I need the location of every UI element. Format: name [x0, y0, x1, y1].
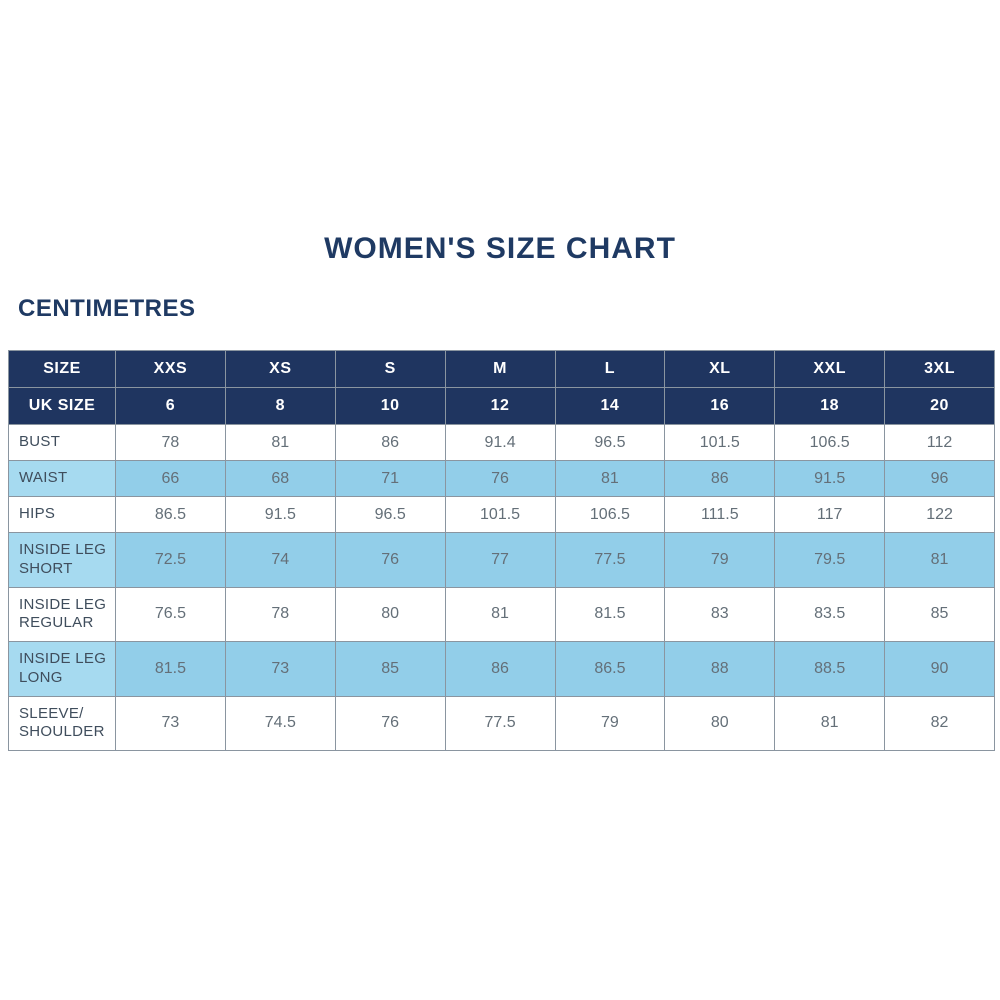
value-cell: 76 — [334, 695, 446, 751]
value-cell: 73 — [224, 641, 336, 697]
value-cell: 77.5 — [444, 695, 556, 751]
row-label: HIPS — [8, 496, 116, 533]
table-row: HIPS 86.5 91.5 96.5 101.5 106.5 111.5 117 122 — [8, 496, 995, 533]
value-cell: 83.5 — [774, 586, 886, 642]
size-chart-table: SIZE XXS XS S M L XL XXL 3XL UK SIZE 6 8 10 12 14 16 18… — [8, 350, 995, 751]
row-label: INSIDE LEG SHORT — [8, 532, 116, 588]
uk-size-cell: 10 — [334, 387, 446, 425]
size-header-cell: XL — [664, 350, 776, 388]
uk-size-cell: 6 — [115, 387, 226, 425]
size-header-row: SIZE XXS XS S M L XL XXL 3XL — [8, 350, 995, 388]
value-cell: 96.5 — [554, 424, 666, 461]
value-cell: 96.5 — [334, 496, 446, 533]
value-cell: 76 — [334, 532, 446, 588]
value-cell: 81 — [774, 695, 886, 751]
value-cell: 81 — [554, 460, 666, 497]
value-cell: 90 — [884, 641, 995, 697]
value-cell: 106.5 — [774, 424, 886, 461]
value-cell: 76 — [444, 460, 556, 497]
value-cell: 91.4 — [444, 424, 556, 461]
value-cell: 96 — [884, 460, 995, 497]
size-header-cell: M — [444, 350, 556, 388]
value-cell: 83 — [664, 586, 776, 642]
value-cell: 88.5 — [774, 641, 886, 697]
table-row: SLEEVE/ SHOULDER 73 74.5 76 77.5 79 80 81 82 — [8, 695, 995, 751]
value-cell: 78 — [115, 424, 226, 461]
size-header-label: SIZE — [8, 350, 116, 388]
row-label: INSIDE LEG REGULAR — [8, 586, 116, 642]
table-header: SIZE XXS XS S M L XL XXL 3XL UK SIZE 6 8 10 12 14 16 18… — [8, 350, 995, 425]
value-cell: 101.5 — [664, 424, 776, 461]
uk-size-cell: 16 — [664, 387, 776, 425]
value-cell: 66 — [115, 460, 226, 497]
value-cell: 68 — [224, 460, 336, 497]
value-cell: 101.5 — [444, 496, 556, 533]
table-row: INSIDE LEG SHORT 72.5 74 76 77 77.5 79 79.5 81 — [8, 532, 995, 588]
size-header-cell: XXL — [774, 350, 886, 388]
uk-size-cell: 20 — [884, 387, 995, 425]
page-title: WOMEN'S SIZE CHART — [324, 232, 676, 265]
value-cell: 77.5 — [554, 532, 666, 588]
value-cell: 86 — [664, 460, 776, 497]
value-cell: 71 — [334, 460, 446, 497]
value-cell: 81.5 — [115, 641, 226, 697]
value-cell: 74.5 — [224, 695, 336, 751]
value-cell: 112 — [884, 424, 995, 461]
size-header-cell: S — [334, 350, 446, 388]
uk-size-cell: 8 — [224, 387, 336, 425]
table-row: BUST 78 81 86 91.4 96.5 101.5 106.5 112 — [8, 424, 995, 461]
units-label: CENTIMETRES — [18, 295, 196, 322]
value-cell: 81.5 — [554, 586, 666, 642]
table-row: INSIDE LEG REGULAR 76.5 78 80 81 81.5 83 83.5 85 — [8, 586, 995, 642]
value-cell: 78 — [224, 586, 336, 642]
value-cell: 79 — [554, 695, 666, 751]
value-cell: 81 — [444, 586, 556, 642]
value-cell: 81 — [884, 532, 995, 588]
value-cell: 81 — [224, 424, 336, 461]
value-cell: 85 — [884, 586, 995, 642]
value-cell: 85 — [334, 641, 446, 697]
value-cell: 80 — [664, 695, 776, 751]
uk-size-cell: 18 — [774, 387, 886, 425]
value-cell: 77 — [444, 532, 556, 588]
value-cell: 91.5 — [224, 496, 336, 533]
value-cell: 111.5 — [664, 496, 776, 533]
size-header-cell: 3XL — [884, 350, 995, 388]
value-cell: 86 — [334, 424, 446, 461]
value-cell: 122 — [884, 496, 995, 533]
row-label: SLEEVE/ SHOULDER — [8, 695, 116, 751]
table-row: WAIST 66 68 71 76 81 86 91.5 96 — [8, 460, 995, 497]
uk-size-header-label: UK SIZE — [8, 387, 116, 425]
value-cell: 86 — [444, 641, 556, 697]
value-cell: 74 — [224, 532, 336, 588]
value-cell: 86.5 — [554, 641, 666, 697]
value-cell: 106.5 — [554, 496, 666, 533]
value-cell: 79.5 — [774, 532, 886, 588]
size-header-cell: L — [554, 350, 666, 388]
value-cell: 80 — [334, 586, 446, 642]
value-cell: 79 — [664, 532, 776, 588]
table-row: INSIDE LEG LONG 81.5 73 85 86 86.5 88 88.5 90 — [8, 641, 995, 697]
row-label: WAIST — [8, 460, 116, 497]
value-cell: 117 — [774, 496, 886, 533]
uk-size-cell: 12 — [444, 387, 556, 425]
value-cell: 76.5 — [115, 586, 226, 642]
row-label: BUST — [8, 424, 116, 461]
table-body: BUST 78 81 86 91.4 96.5 101.5 106.5 112 WAIST 66 68… — [8, 424, 995, 751]
value-cell: 86.5 — [115, 496, 226, 533]
uk-size-cell: 14 — [554, 387, 666, 425]
size-header-cell: XS — [224, 350, 336, 388]
value-cell: 82 — [884, 695, 995, 751]
value-cell: 91.5 — [774, 460, 886, 497]
value-cell: 88 — [664, 641, 776, 697]
uk-size-header-row: UK SIZE 6 8 10 12 14 16 18 20 — [8, 387, 995, 425]
row-label: INSIDE LEG LONG — [8, 641, 116, 697]
value-cell: 72.5 — [115, 532, 226, 588]
size-header-cell: XXS — [115, 350, 226, 388]
value-cell: 73 — [115, 695, 226, 751]
